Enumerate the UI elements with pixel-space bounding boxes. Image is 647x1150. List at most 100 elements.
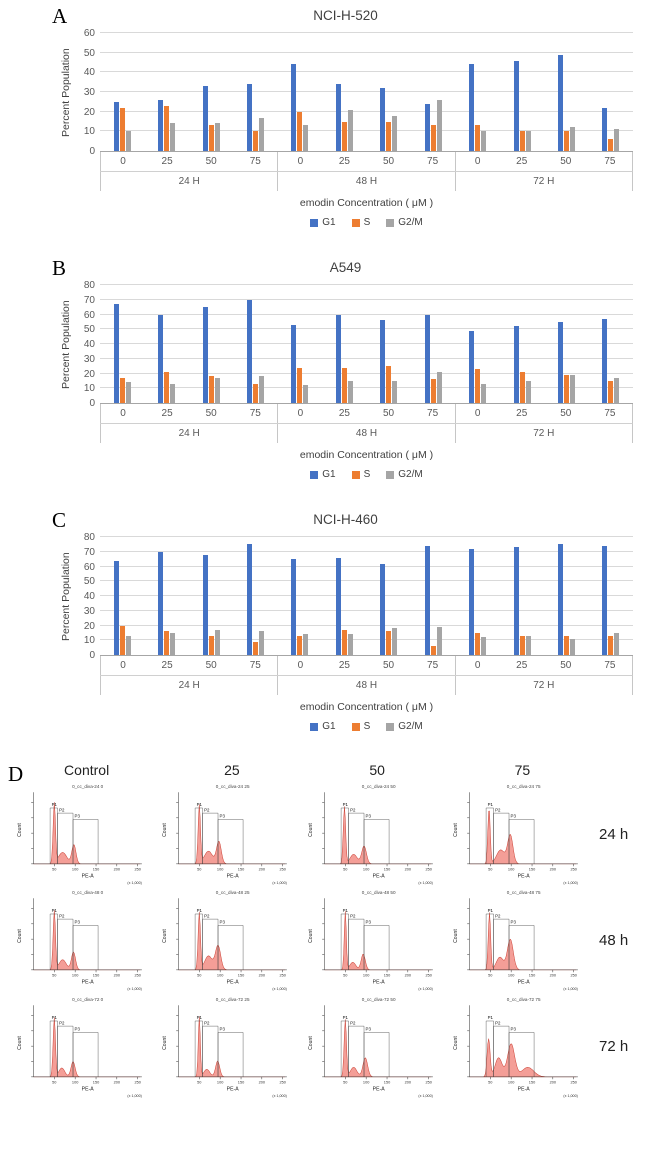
bar-cluster xyxy=(233,285,277,403)
bar-g1 xyxy=(602,545,608,655)
x-tick-label: 50 xyxy=(197,867,201,872)
bar-s xyxy=(341,629,347,655)
y-tick-label: 10 xyxy=(83,126,95,138)
bar-s xyxy=(475,125,481,151)
y-axis-title: Count xyxy=(17,929,23,943)
y-axis: 0 10 20 30 40 50 60 70 80 xyxy=(74,532,100,661)
y-axis: 0 10 20 30 40 50 60 xyxy=(74,28,100,157)
x-tick-label: 100 xyxy=(72,973,78,978)
bar-g1 xyxy=(291,64,297,151)
bar-cluster xyxy=(544,33,588,151)
bar-cluster xyxy=(278,285,322,403)
x-axis-unit: (x 1,000) xyxy=(273,987,288,991)
gate-label: P2 xyxy=(204,1020,210,1025)
bar-g1 xyxy=(469,64,475,151)
gridline xyxy=(100,580,633,582)
bar-g1 xyxy=(602,318,608,403)
bar-s xyxy=(252,131,258,151)
time-group-label: 24 H xyxy=(100,424,277,443)
histogram-area xyxy=(469,912,576,971)
bar-g2m xyxy=(347,634,353,655)
concentration-label: 0 xyxy=(454,404,500,423)
gate-label: P2 xyxy=(495,807,501,812)
bar-cluster xyxy=(411,33,455,151)
y-tick-label: 20 xyxy=(83,368,95,380)
x-tick-label: 250 xyxy=(280,973,286,978)
y-axis-title: Percent Population xyxy=(60,300,72,390)
bar-g2m xyxy=(258,631,264,655)
bar-g2m xyxy=(392,380,398,403)
x-axis-unit: (x 1,000) xyxy=(563,1094,578,1098)
x-tick-label: 100 xyxy=(362,1079,368,1084)
concentration-label: 25 xyxy=(516,408,528,419)
category-axis: 0 25 50 75 0 25 50 75 0 25 50 75 24 H 48 H 72 H xyxy=(100,404,633,443)
flow-plot-title: 0_cc_diva-72 25 xyxy=(216,997,250,1002)
bar-g2m xyxy=(303,385,309,403)
concentration-label: 25 xyxy=(161,408,173,419)
bar-cluster xyxy=(589,537,633,655)
bar-s xyxy=(386,631,392,655)
bar-cluster xyxy=(100,285,144,403)
time-group-row: 24 H 48 H 72 H xyxy=(100,424,633,443)
bar-g1 xyxy=(380,88,386,151)
concentration-label: 75 xyxy=(427,156,439,167)
plot-area xyxy=(100,536,633,656)
gridline xyxy=(100,387,633,389)
x-tick-label: 50 xyxy=(343,973,347,978)
time-group-label: 24 H xyxy=(100,676,277,695)
bar-cluster xyxy=(189,33,233,151)
bar-g2m xyxy=(436,626,442,655)
legend-swatch xyxy=(351,722,360,731)
bar-s xyxy=(164,105,170,151)
flow-plot-title: 0_cc_diva-72 75 xyxy=(507,997,541,1002)
bar-cluster xyxy=(455,285,499,403)
bar-g2m xyxy=(347,109,353,151)
bar-s xyxy=(386,121,392,151)
bar-s xyxy=(608,635,614,655)
x-tick-label: 250 xyxy=(134,867,140,872)
x-tick-label: 150 xyxy=(238,1079,244,1084)
x-axis-unit: (x 1,000) xyxy=(127,1094,141,1098)
bar-g2m xyxy=(214,123,220,151)
chart-body: Percent Population 0 10 20 30 40 50 60 70 80 xyxy=(58,280,633,409)
concentration-label: 25 xyxy=(338,408,350,419)
row-label: 24 h xyxy=(599,825,629,843)
x-axis-title: PE-A xyxy=(82,874,95,880)
concentration-label: 75 xyxy=(249,660,261,671)
histogram-area xyxy=(323,1019,431,1077)
bars-layer xyxy=(100,537,633,655)
bar-cluster xyxy=(500,285,544,403)
bar-g2m xyxy=(258,117,264,151)
x-tick-label: 150 xyxy=(383,973,389,978)
x-axis-title: PE-A xyxy=(372,980,385,986)
bar-g1 xyxy=(424,314,430,403)
bar-cluster xyxy=(322,537,366,655)
panel-a-letter: A xyxy=(52,4,68,28)
bar-g2m xyxy=(347,380,353,403)
bar-g2m xyxy=(436,99,442,151)
panel-c: C NCI-H-460 Percent Population 0 10 20 30 40 50… xyxy=(0,508,647,732)
y-tick-label: 0 xyxy=(89,146,95,157)
bar-g2m xyxy=(170,383,176,403)
concentration-label: 0 xyxy=(100,404,145,423)
gate-label: P1 xyxy=(197,802,203,807)
legend-swatch xyxy=(386,722,395,731)
x-tick-label: 250 xyxy=(570,973,576,978)
x-axis-unit: (x 1,000) xyxy=(563,987,578,991)
panel-d-letter: D xyxy=(8,762,24,786)
figure: A NCI-H-520 Percent Population 0 10 20 30 40 50… xyxy=(0,4,647,1100)
x-tick-label: 150 xyxy=(93,1079,99,1084)
concentration-label: 50 xyxy=(560,408,572,419)
gate-label: P1 xyxy=(342,909,348,914)
plot-area xyxy=(100,32,633,152)
bar-g2m xyxy=(614,129,620,151)
flow-plot-cell: 0_cc_diva-24 50 50 100 150 200 250 P1 P2 P3 Count… xyxy=(305,781,450,887)
bar-g1 xyxy=(158,99,164,151)
bar-s xyxy=(563,374,569,403)
y-axis-title: Count xyxy=(17,823,23,837)
bars-layer xyxy=(100,285,633,403)
x-axis-unit: (x 1,000) xyxy=(273,1094,288,1098)
